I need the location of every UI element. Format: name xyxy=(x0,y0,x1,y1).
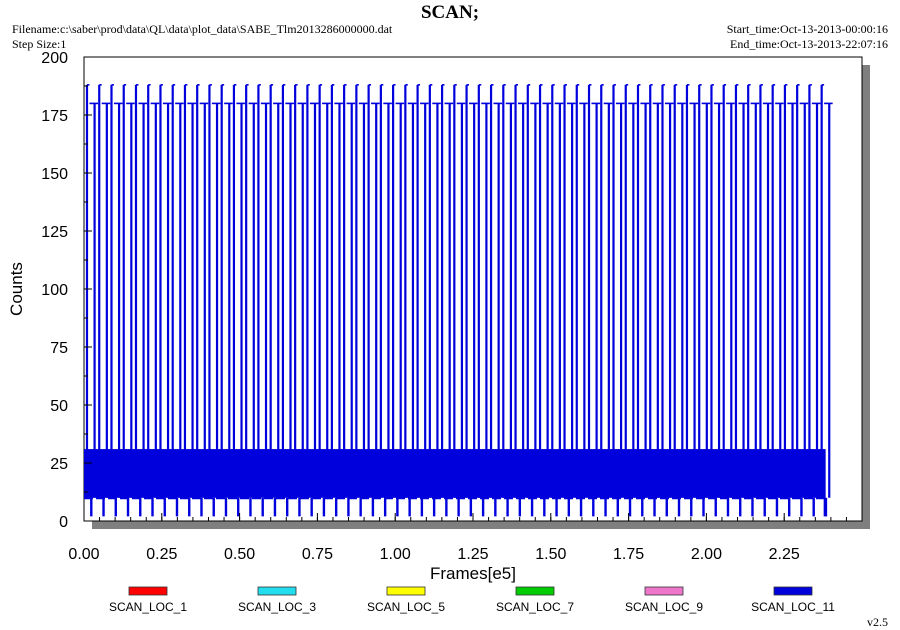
start-time-label: Start_time:Oct-13-2013-00:00:16 xyxy=(726,22,888,36)
plot-series xyxy=(84,84,833,517)
x-tick-label: 1.50 xyxy=(535,546,566,563)
legend-label: SCAN_LOC_11 xyxy=(751,600,835,614)
end-time-label: End_time:Oct-13-2013-22:07:16 xyxy=(730,37,888,51)
x-tick-label: 0.50 xyxy=(224,546,255,563)
legend-label: SCAN_LOC_5 xyxy=(367,600,445,614)
y-tick-label: 200 xyxy=(41,50,68,67)
legend-swatch xyxy=(257,586,297,596)
legend-label: SCAN_LOC_7 xyxy=(496,600,574,614)
y-axis-label: Counts xyxy=(7,262,26,316)
y-tick-label: 25 xyxy=(50,456,68,473)
x-tick-label: 1.25 xyxy=(457,546,488,563)
filename-label: Filename:c:\saber\prod\data\QL\data\plot… xyxy=(12,22,393,36)
scan-baseline-band xyxy=(84,449,825,498)
page-title: SCAN; xyxy=(420,2,480,23)
y-tick-label: 125 xyxy=(41,224,68,241)
x-tick-label: 1.75 xyxy=(613,546,644,563)
legend-swatch xyxy=(515,586,555,596)
y-tick-label: 50 xyxy=(50,398,68,415)
legend-label: SCAN_LOC_9 xyxy=(625,600,703,614)
legend-swatch xyxy=(773,586,813,596)
y-tick-label: 100 xyxy=(41,282,68,299)
x-tick-label: 0.75 xyxy=(302,546,333,563)
x-axis-label: Frames[e5] xyxy=(430,564,516,583)
x-tick-label: 2.25 xyxy=(769,546,800,563)
step-size-label: Step Size:1 xyxy=(12,37,67,51)
legend-swatch xyxy=(386,586,426,596)
y-tick-label: 175 xyxy=(41,108,68,125)
x-tick-label: 1.00 xyxy=(380,546,411,563)
x-tick-label: 0.25 xyxy=(146,546,177,563)
y-tick-label: 0 xyxy=(59,514,68,531)
x-tick-label: 2.00 xyxy=(691,546,722,563)
x-tick-label: 0.00 xyxy=(68,546,99,563)
y-tick-label: 150 xyxy=(41,166,68,183)
version-label: v2.5 xyxy=(867,615,888,629)
legend-label: SCAN_LOC_1 xyxy=(109,600,187,614)
legend-swatch xyxy=(644,586,684,596)
y-tick-label: 75 xyxy=(50,340,68,357)
legend-swatch xyxy=(128,586,168,596)
plot-axes: 0 25 50 75 100 125 150 175 200 0.00 0.25 0.50 0.75 1.… xyxy=(7,50,863,583)
legend-label: SCAN_LOC_3 xyxy=(238,600,316,614)
legend: SCAN_LOC_1 SCAN_LOC_3 SCAN_LOC_5 SCAN_LOC_7… xyxy=(109,586,835,614)
